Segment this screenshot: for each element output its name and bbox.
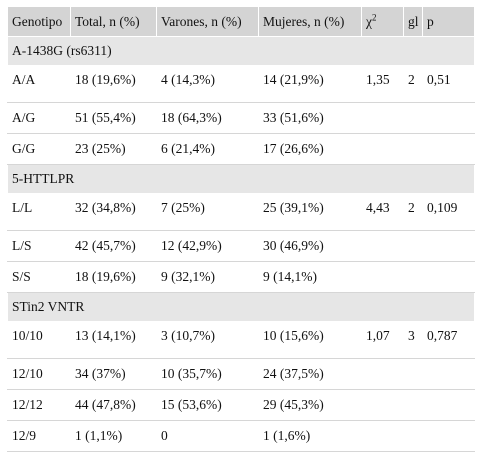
table-row: L/L 32 (34,8%) 7 (25%) 25 (39,1%) 4,43 2 0,109: [7, 193, 475, 231]
p-value-cell: 0,51: [422, 65, 475, 103]
chi-squared-cell: [361, 389, 404, 421]
total-cell: 18 (19,6%): [70, 65, 157, 103]
chi-squared-cell: [361, 133, 404, 165]
genotype-cell: 12/10: [7, 358, 71, 390]
section-title: A-1438G (rs6311): [7, 36, 475, 66]
genotype-table: Genotipo Total, n (%) Varones, n (%) Muj…: [7, 6, 475, 452]
p-value-cell: [422, 133, 475, 165]
table-row: A/A 18 (19,6%) 4 (14,3%) 14 (21,9%) 1,35 2 0,5…: [7, 65, 475, 103]
females-cell: 10 (15,6%): [258, 321, 362, 359]
females-cell: 29 (45,3%): [258, 389, 362, 421]
p-value-cell: [422, 389, 475, 421]
gl-cell: 2: [403, 193, 423, 231]
females-cell: 14 (21,9%): [258, 65, 362, 103]
table-row: 12/12 44 (47,8%) 15 (53,6%) 29 (45,3%): [7, 389, 475, 421]
males-cell: 0: [156, 420, 259, 452]
gl-cell: [403, 230, 423, 262]
chi-squared-cell: [361, 230, 404, 262]
gl-cell: [403, 389, 423, 421]
section-header-row: STin2 VNTR: [7, 292, 475, 322]
gl-cell: 3: [403, 321, 423, 359]
section-header-row: A-1438G (rs6311): [7, 36, 475, 66]
chi-squared-cell: 1,07: [361, 321, 404, 359]
p-value-cell: [422, 261, 475, 293]
p-value-cell: [422, 420, 475, 452]
males-cell: 9 (32,1%): [156, 261, 259, 293]
genotype-cell: 12/12: [7, 389, 71, 421]
table-row: S/S 18 (19,6%) 9 (32,1%) 9 (14,1%): [7, 261, 475, 293]
table-row: 12/9 1 (1,1%) 0 1 (1,6%): [7, 420, 475, 452]
section-title: 5-HTTLPR: [7, 164, 475, 194]
header-varones: Varones, n (%): [156, 6, 259, 37]
p-value-cell: [422, 230, 475, 262]
females-cell: 9 (14,1%): [258, 261, 362, 293]
total-cell: 44 (47,8%): [70, 389, 157, 421]
genotype-cell: A/G: [7, 102, 71, 134]
header-p: p: [422, 6, 475, 37]
genotype-cell: L/S: [7, 230, 71, 262]
genotype-cell: 10/10: [7, 321, 71, 359]
table-row: L/S 42 (45,7%) 12 (42,9%) 30 (46,9%): [7, 230, 475, 262]
chi-squared-cell: [361, 261, 404, 293]
p-value-cell: 0,109: [422, 193, 475, 231]
males-cell: 6 (21,4%): [156, 133, 259, 165]
chi-squared-cell: [361, 102, 404, 134]
chi-superscript: 2: [372, 12, 377, 22]
section-header-row: 5-HTTLPR: [7, 164, 475, 194]
males-cell: 3 (10,7%): [156, 321, 259, 359]
females-cell: 24 (37,5%): [258, 358, 362, 390]
males-cell: 12 (42,9%): [156, 230, 259, 262]
females-cell: 1 (1,6%): [258, 420, 362, 452]
genotype-cell: S/S: [7, 261, 71, 293]
gl-cell: [403, 133, 423, 165]
chi-squared-cell: 4,43: [361, 193, 404, 231]
gl-cell: [403, 358, 423, 390]
total-cell: 23 (25%): [70, 133, 157, 165]
females-cell: 17 (26,6%): [258, 133, 362, 165]
males-cell: 4 (14,3%): [156, 65, 259, 103]
total-cell: 34 (37%): [70, 358, 157, 390]
chi-squared-cell: [361, 358, 404, 390]
header-genotipo: Genotipo: [7, 6, 71, 37]
gl-cell: [403, 102, 423, 134]
gl-cell: [403, 261, 423, 293]
gl-cell: 2: [403, 65, 423, 103]
total-cell: 32 (34,8%): [70, 193, 157, 231]
chi-squared-cell: [361, 420, 404, 452]
females-cell: 33 (51,6%): [258, 102, 362, 134]
table-row: G/G 23 (25%) 6 (21,4%) 17 (26,6%): [7, 133, 475, 165]
males-cell: 7 (25%): [156, 193, 259, 231]
section-title: STin2 VNTR: [7, 292, 475, 322]
table-row: A/G 51 (55,4%) 18 (64,3%) 33 (51,6%): [7, 102, 475, 134]
header-total: Total, n (%): [70, 6, 157, 37]
header-mujeres: Mujeres, n (%): [258, 6, 362, 37]
females-cell: 25 (39,1%): [258, 193, 362, 231]
p-value-cell: 0,787: [422, 321, 475, 359]
genotype-cell: A/A: [7, 65, 71, 103]
chi-symbol: χ: [366, 13, 372, 29]
total-cell: 51 (55,4%): [70, 102, 157, 134]
header-row: Genotipo Total, n (%) Varones, n (%) Muj…: [7, 6, 475, 37]
genotype-cell: G/G: [7, 133, 71, 165]
total-cell: 18 (19,6%): [70, 261, 157, 293]
males-cell: 18 (64,3%): [156, 102, 259, 134]
gl-cell: [403, 420, 423, 452]
males-cell: 10 (35,7%): [156, 358, 259, 390]
p-value-cell: [422, 102, 475, 134]
table-body: A-1438G (rs6311) A/A 18 (19,6%) 4 (14,3%) 14…: [7, 36, 475, 452]
header-chi-squared: χ2: [361, 6, 404, 37]
chi-squared-cell: 1,35: [361, 65, 404, 103]
p-value-cell: [422, 358, 475, 390]
genotype-table-container: Genotipo Total, n (%) Varones, n (%) Muj…: [7, 6, 475, 452]
females-cell: 30 (46,9%): [258, 230, 362, 262]
total-cell: 42 (45,7%): [70, 230, 157, 262]
genotype-cell: 12/9: [7, 420, 71, 452]
total-cell: 13 (14,1%): [70, 321, 157, 359]
genotype-cell: L/L: [7, 193, 71, 231]
table-row: 10/10 13 (14,1%) 3 (10,7%) 10 (15,6%) 1,07 3 0…: [7, 321, 475, 359]
header-gl: gl: [403, 6, 423, 37]
males-cell: 15 (53,6%): [156, 389, 259, 421]
table-row: 12/10 34 (37%) 10 (35,7%) 24 (37,5%): [7, 358, 475, 390]
total-cell: 1 (1,1%): [70, 420, 157, 452]
